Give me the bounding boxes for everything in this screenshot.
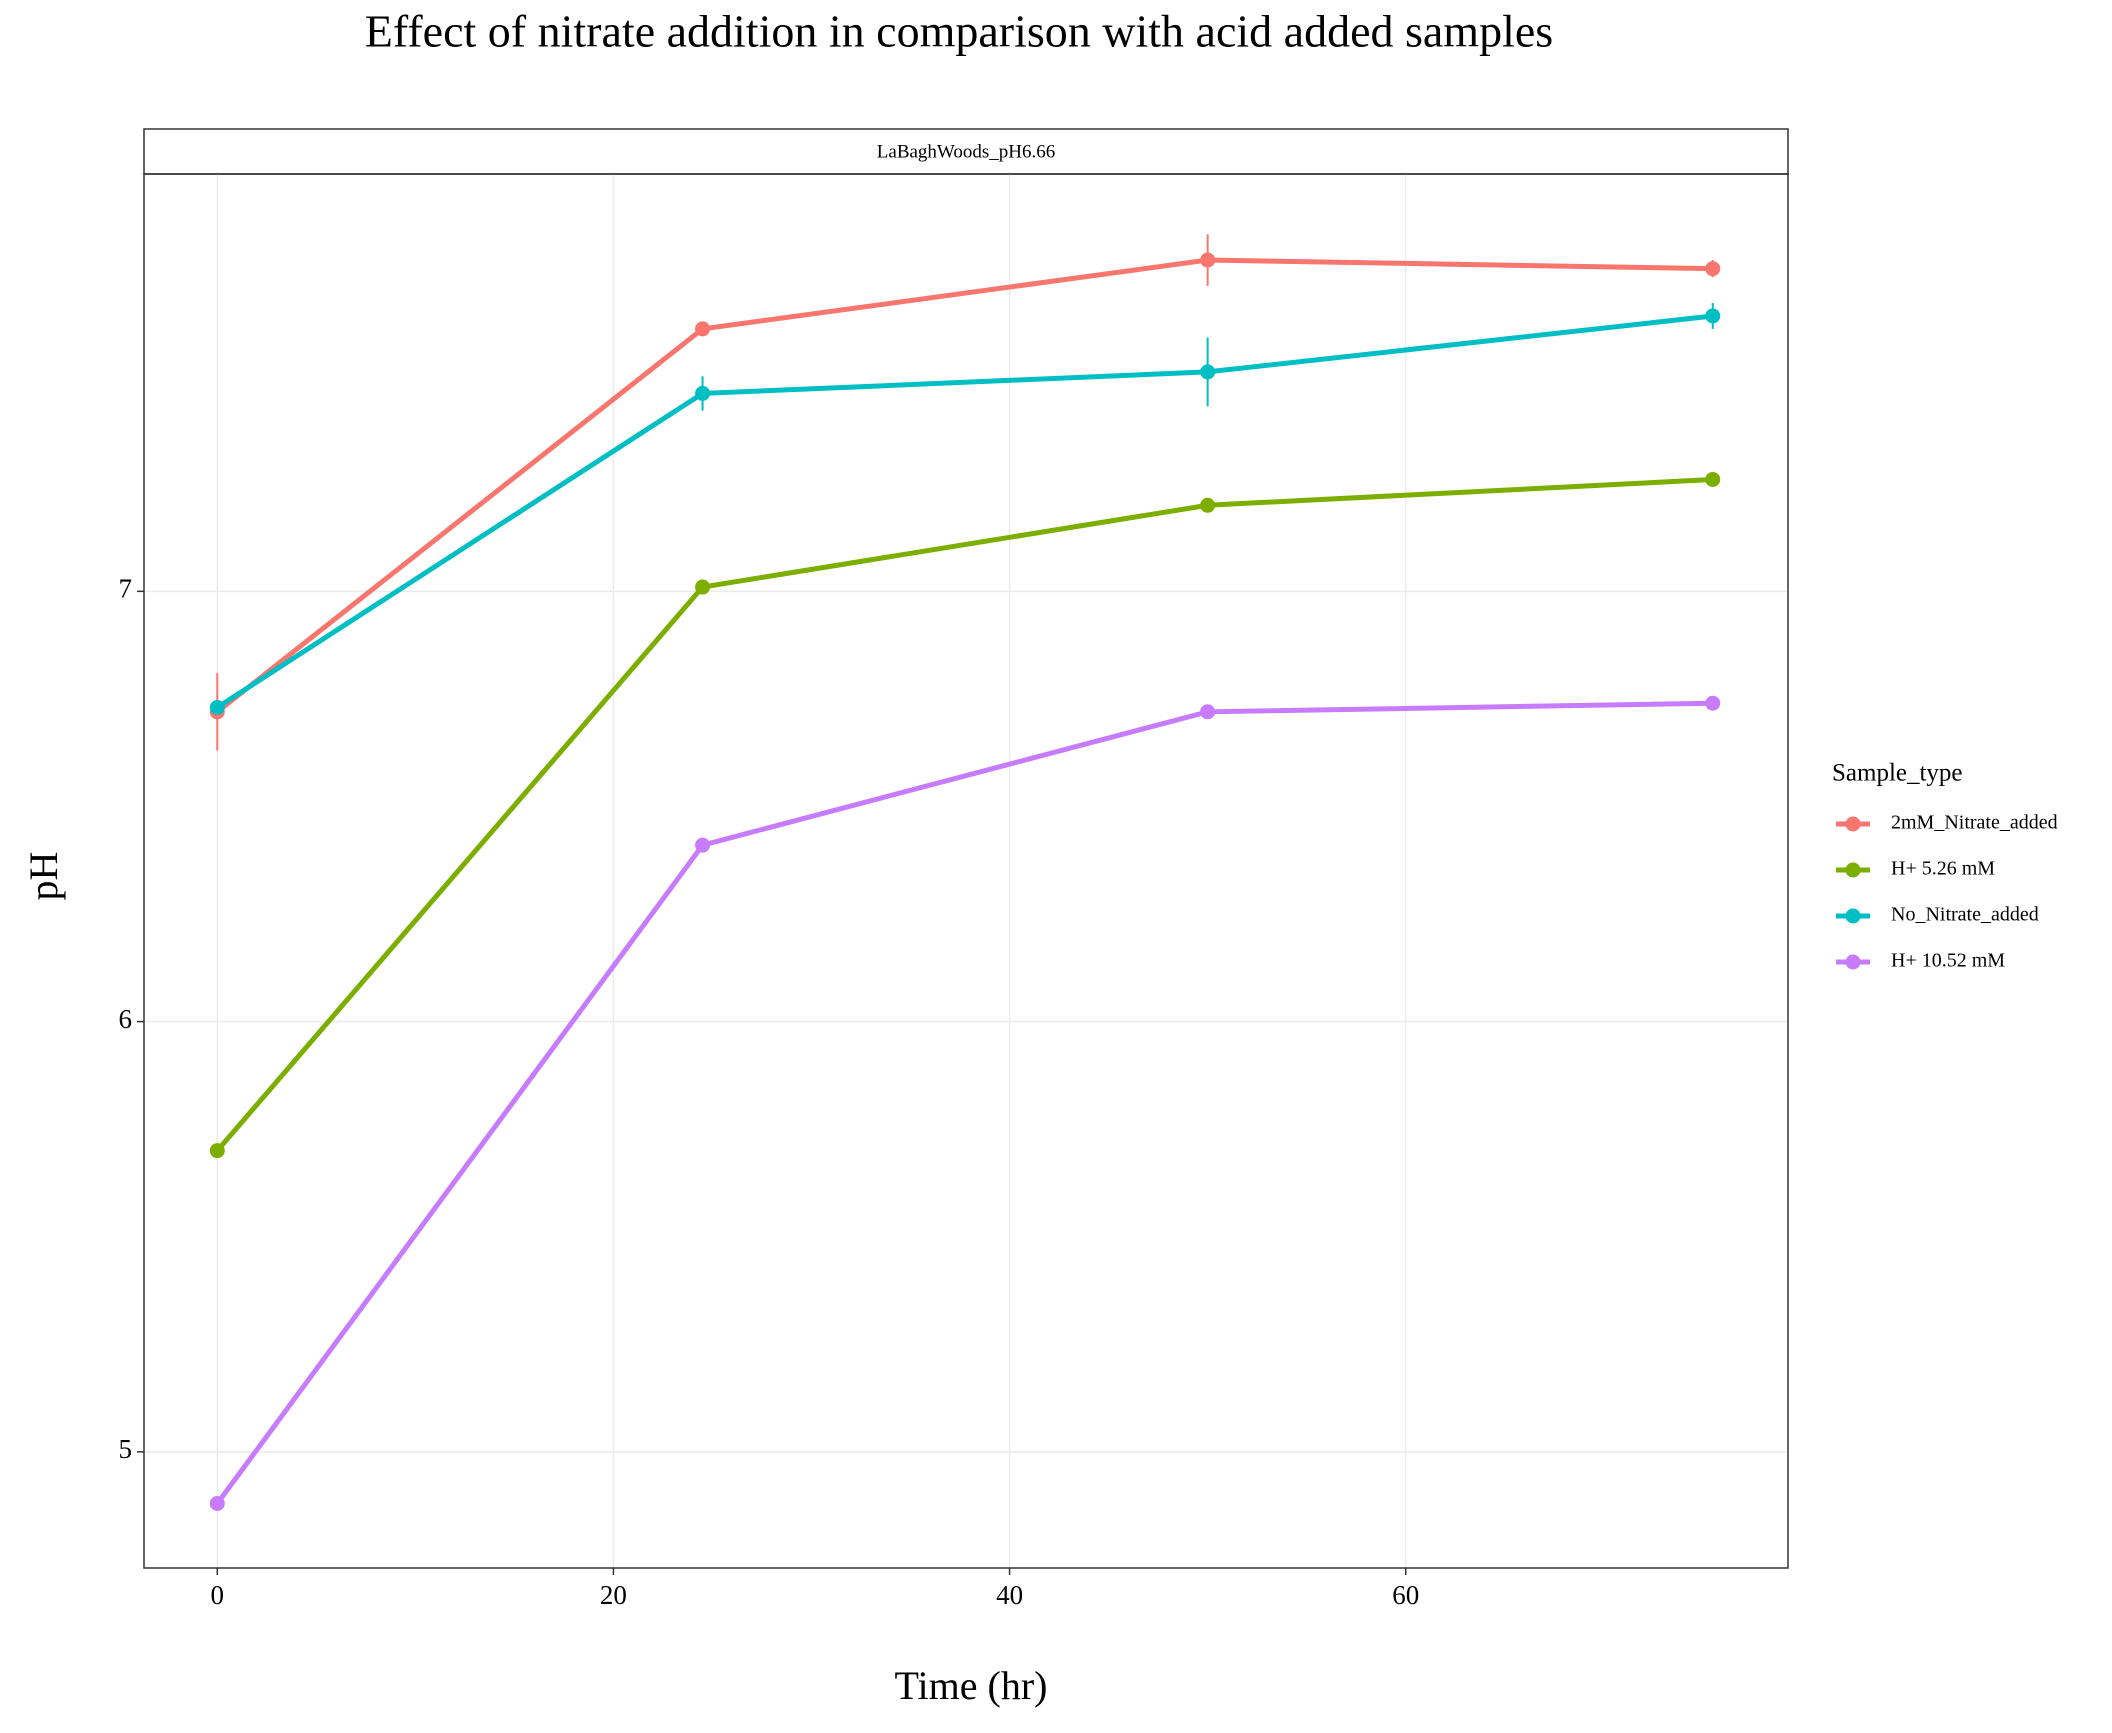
x-tick-label: 40 xyxy=(996,1580,1023,1610)
plot-border xyxy=(143,173,1789,1569)
data-point xyxy=(209,700,225,716)
data-point xyxy=(1200,252,1216,268)
data-point xyxy=(1705,695,1721,711)
y-tick-label: 7 xyxy=(119,574,133,604)
x-tick-label: 20 xyxy=(600,1580,627,1610)
legend-marker xyxy=(1845,816,1861,832)
x-tick-label: 0 xyxy=(211,1580,225,1610)
data-point xyxy=(209,1143,225,1159)
legend-title: Sample_type xyxy=(1832,760,1963,787)
data-point xyxy=(1200,497,1216,513)
series-line xyxy=(215,700,1713,1505)
series-line xyxy=(215,476,1713,1153)
y-tick-label: 6 xyxy=(119,1004,133,1034)
y-tick-label: 5 xyxy=(119,1434,133,1464)
data-point xyxy=(695,579,711,595)
data-point xyxy=(1705,308,1721,324)
series-line xyxy=(215,257,1713,714)
legend-label: H+ 5.26 mM xyxy=(1891,858,1995,880)
legend-label: 2mM_Nitrate_added xyxy=(1891,812,2058,834)
chart-title: Effect of nitrate addition in comparison… xyxy=(365,6,1553,57)
data-point xyxy=(1200,364,1216,380)
series-line xyxy=(215,313,1714,710)
data-point xyxy=(1200,704,1216,720)
x-axis-title: Time (hr) xyxy=(895,1663,1048,1708)
legend-marker xyxy=(1845,954,1861,970)
legend-marker xyxy=(1845,908,1861,924)
y-axis-title: pH xyxy=(21,852,66,901)
legend-label: No_Nitrate_added xyxy=(1891,904,2039,926)
data-point xyxy=(695,837,711,853)
panel-strip xyxy=(143,128,1789,175)
data-point xyxy=(695,385,711,401)
legend-marker xyxy=(1845,862,1861,878)
legend-label: H+ 10.52 mM xyxy=(1891,950,2005,972)
x-tick-label: 60 xyxy=(1392,1580,1419,1610)
data-point xyxy=(209,1495,225,1511)
data-point xyxy=(695,321,711,337)
panel-title: LaBaghWoods_pH6.66 xyxy=(877,141,1055,162)
data-point xyxy=(1705,471,1721,487)
data-point xyxy=(1705,261,1721,277)
